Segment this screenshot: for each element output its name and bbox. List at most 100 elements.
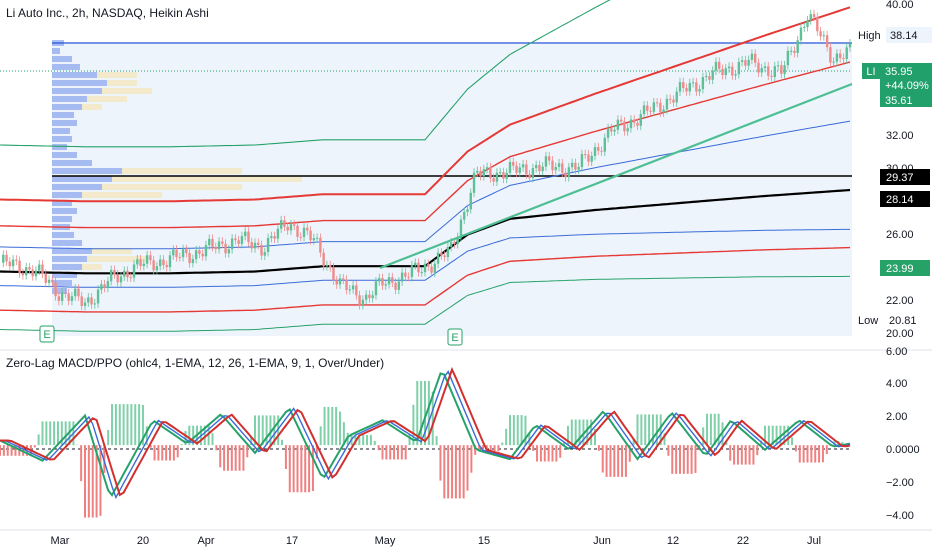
candle-body (760, 68, 763, 73)
candle-body (809, 14, 812, 21)
macd-histogram-bar (339, 411, 341, 446)
macd-histogram-bar (427, 380, 430, 446)
candle-body (394, 282, 397, 290)
candle-body (456, 237, 459, 245)
candle-body (482, 169, 486, 177)
macd-histogram-bar (366, 434, 369, 446)
macd-histogram-bar (818, 445, 821, 463)
candle-body (593, 147, 597, 156)
candle-body (162, 259, 165, 266)
candle-body (613, 129, 616, 132)
volume-profile-bar (87, 256, 147, 262)
volume-profile-bar (52, 152, 77, 158)
candle-body (2, 254, 5, 263)
svg-text:28.14: 28.14 (886, 194, 914, 206)
candle-body (240, 236, 244, 244)
macd-histogram-bar (551, 445, 554, 462)
macd-histogram-bar (787, 425, 790, 446)
candle-body (5, 254, 8, 262)
candle-body (583, 154, 587, 156)
candle-body (47, 279, 51, 283)
macd-histogram-bar (180, 444, 183, 446)
macd-histogram-bar (60, 421, 63, 446)
macd-histogram-bar (211, 433, 214, 446)
macd-histogram-bar (555, 445, 558, 462)
macd-histogram-bar (53, 421, 56, 446)
candle-body (698, 89, 701, 92)
macd-histogram-bar (458, 445, 461, 499)
macd-histogram-bar (80, 445, 83, 482)
svg-text:LI: LI (866, 66, 875, 78)
candle-body (691, 82, 695, 84)
macd-histogram-bar (254, 415, 256, 446)
macd-histogram-bar (0, 445, 1, 456)
candle-body (129, 277, 132, 279)
candle-body (123, 270, 126, 277)
candle-body (727, 66, 731, 69)
volume-profile-bar (52, 192, 82, 198)
price-tick: 32.00 (886, 130, 914, 142)
candle-body (753, 53, 757, 63)
macd-histogram-bar (358, 434, 361, 446)
chart-title[interactable]: Li Auto Inc., 2h, NASDAQ, Heikin Ashi (6, 6, 209, 20)
candle-body (737, 61, 741, 75)
macd-histogram-bar (767, 425, 770, 446)
macd-histogram-bar (408, 434, 411, 446)
candle-body (77, 288, 80, 297)
high-tag: High 38.14 (852, 27, 932, 43)
macd-indicator-title[interactable]: Zero-Lag MACD/PPO (ohlc4, 1-EMA, 12, 26,… (6, 356, 385, 370)
macd-histogram-bar (574, 419, 577, 446)
candle-body (502, 172, 505, 179)
candle-body (201, 253, 204, 257)
macd-histogram-bar (454, 445, 457, 499)
volume-profile-bar (107, 80, 137, 86)
macd-histogram-bar (798, 445, 801, 463)
candle-body (642, 105, 646, 115)
macd-histogram-bar (87, 445, 90, 518)
volume-profile-bar (52, 112, 74, 118)
macd-histogram-bar (651, 414, 654, 446)
time-axis[interactable]: Mar 20 Apr 17 May 15 Jun 12 22 Jul (51, 535, 822, 547)
macd-histogram-bar (594, 429, 596, 446)
candle-body (293, 224, 296, 226)
candle-body (848, 43, 852, 48)
macd-histogram-bar (138, 404, 141, 446)
volume-profile-bar (82, 104, 102, 110)
trendline[interactable] (379, 82, 853, 270)
candle-body (371, 295, 374, 299)
candle-body (701, 77, 705, 90)
volume-profile-bar (82, 192, 162, 198)
candle-body (551, 160, 554, 171)
volume-profile-bar (52, 168, 122, 174)
macd-histogram-bar (736, 445, 739, 465)
candle-body (538, 164, 541, 172)
candle-body (433, 263, 437, 273)
macd-histogram-bar (725, 441, 728, 446)
last-price-tag: LI 35.95 +44.09% 35.61 (862, 63, 932, 107)
candle-body (603, 137, 607, 152)
macd-histogram-bar (474, 445, 477, 455)
macd-histogram-bar (10, 445, 13, 456)
candle-body (812, 14, 816, 17)
candle-body (557, 163, 561, 167)
candle-body (711, 70, 714, 80)
macd-histogram-bar (2, 445, 5, 456)
candle-body (257, 242, 260, 245)
candle-body (806, 20, 809, 28)
candle-body (136, 259, 139, 265)
low-tag: Low 20.81 (858, 315, 917, 327)
volume-profile-bar (52, 96, 87, 102)
earnings-marker-2[interactable]: E (447, 328, 463, 346)
candle-body (780, 65, 783, 74)
macd-histogram-bar (516, 415, 519, 446)
macd-histogram-bar (84, 445, 86, 518)
svg-text:+44.09%: +44.09% (885, 80, 929, 92)
earnings-marker-1[interactable]: E (39, 325, 55, 343)
candle-body (498, 172, 502, 174)
macd-histogram-bar (679, 445, 681, 474)
candle-body (453, 242, 456, 245)
candle-body (665, 98, 669, 110)
macd-histogram-bar (261, 415, 264, 446)
candle-body (64, 292, 67, 294)
candle-body (407, 276, 410, 278)
